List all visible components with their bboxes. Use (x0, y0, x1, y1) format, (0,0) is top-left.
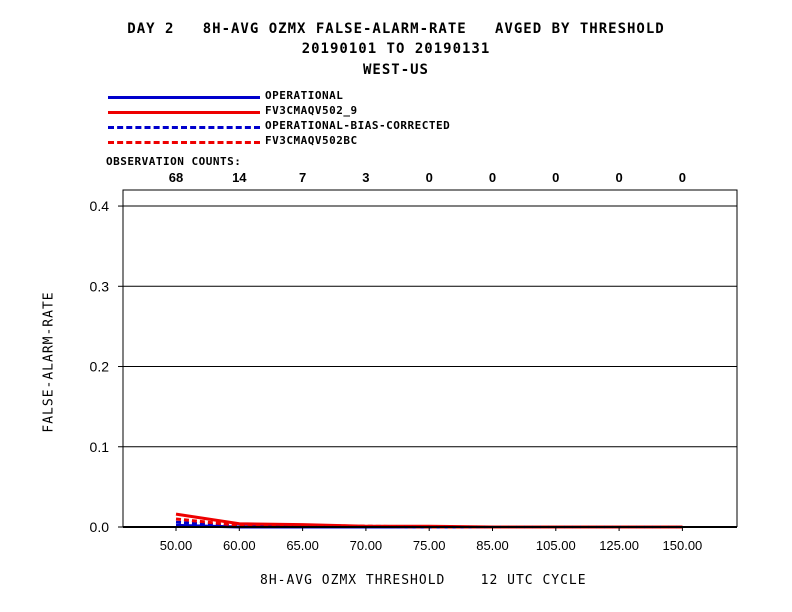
chart-title: DAY 2 8H-AVG OZMX FALSE-ALARM-RATE AVGED… (127, 21, 665, 37)
series-line-3 (175, 517, 683, 529)
chart-region: WEST-US (362, 62, 429, 78)
x-tick-label: 50.00 (160, 538, 193, 553)
x-axis-label: 8H-AVG OZMX THRESHOLD 12 UTC CYCLE (260, 573, 587, 588)
legend-label-operational: OPERATIONAL (265, 89, 344, 102)
legend-line-fv3cmaqv502bc (108, 141, 260, 144)
observation-count: 0 (552, 170, 559, 185)
observation-count: 14 (232, 170, 247, 185)
y-tick-label: 0.2 (90, 359, 110, 375)
observation-count: 0 (426, 170, 433, 185)
y-tick-label: 0.3 (90, 278, 110, 294)
y-tick-label: 0.1 (90, 439, 110, 455)
x-tick-label: 65.00 (286, 538, 319, 553)
observation-count: 3 (362, 170, 369, 185)
x-tick-label: 105.00 (536, 538, 576, 553)
legend-line-fv3cmaqv502-9 (108, 111, 260, 114)
x-tick-label: 70.00 (350, 538, 383, 553)
x-tick-label: 60.00 (223, 538, 256, 553)
x-tick-label: 150.00 (663, 538, 703, 553)
observation-count: 0 (615, 170, 622, 185)
legend-line-operational (108, 96, 260, 99)
legend-label-fv3cmaqv502bc: FV3CMAQV502BC (265, 134, 358, 147)
legend-label-fv3cmaqv502-9: FV3CMAQV502_9 (265, 104, 358, 117)
chart-subtitle: 20190101 TO 20190131 (301, 41, 491, 57)
x-tick-label: 125.00 (599, 538, 639, 553)
observation-count: 0 (679, 170, 686, 185)
observation-counts-title: OBSERVATION COUNTS: (106, 155, 242, 168)
y-tick-label: 0.0 (90, 519, 110, 535)
legend-label-operational-bias-corrected: OPERATIONAL-BIAS-CORRECTED (265, 119, 451, 132)
observation-count: 7 (299, 170, 306, 185)
legend-line-operational-bias-corrected (108, 126, 260, 129)
y-tick-label: 0.4 (90, 198, 110, 214)
observation-count: 68 (169, 170, 183, 185)
x-tick-label: 75.00 (413, 538, 446, 553)
x-tick-label: 85.00 (476, 538, 509, 553)
plot-frame (122, 189, 738, 527)
y-axis-label: FALSE-ALARM-RATE (41, 291, 57, 433)
observation-count: 0 (489, 170, 496, 185)
